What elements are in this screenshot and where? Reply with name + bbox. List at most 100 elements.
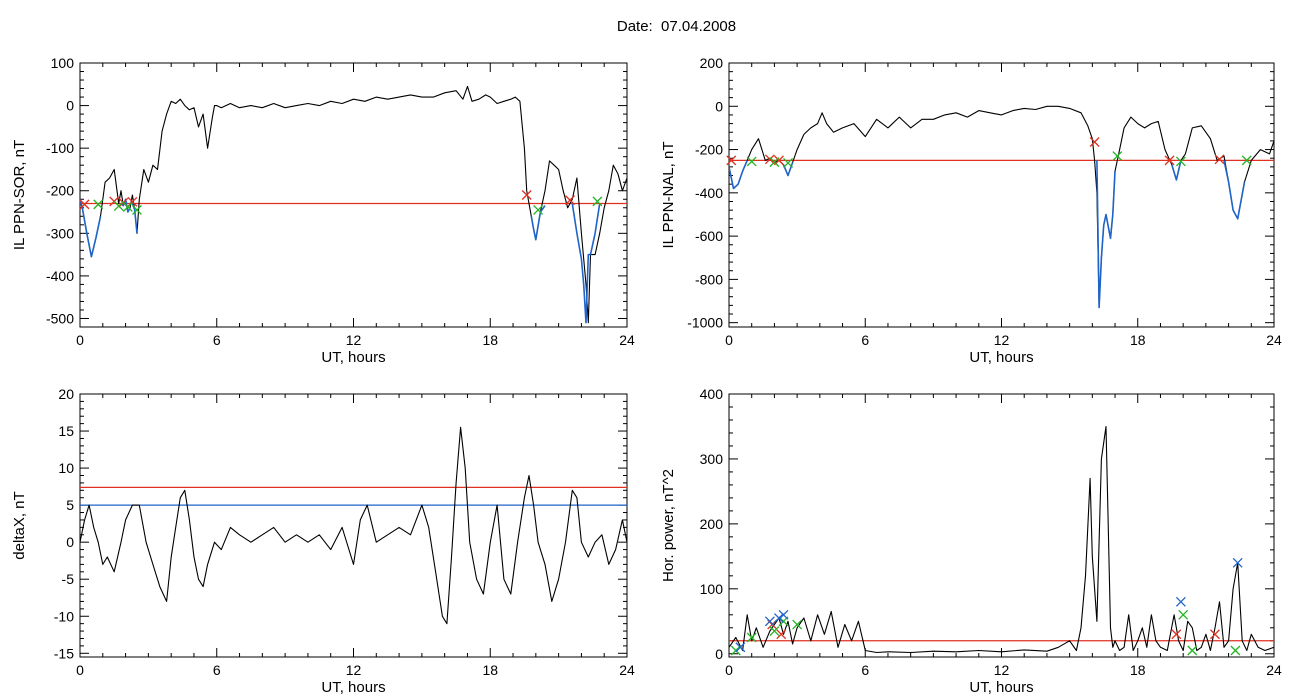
x-tick-label: 0 [76,662,84,678]
green-marker [730,645,741,656]
y-tick-label: 0 [715,98,723,114]
x-tick-label: 12 [346,332,362,348]
plot-data [729,425,1274,654]
y-tick-label: -5 [62,571,75,587]
x-tick-label: 18 [1130,662,1146,678]
highlight-segment [571,203,601,324]
y-tick-label: 400 [700,386,724,402]
highlight-segment [782,162,794,177]
y-tick-label: 15 [58,423,74,439]
green-marker [792,619,803,630]
x-tick-label: 6 [213,332,221,348]
y-tick-label: -15 [54,645,74,661]
red-marker [1214,154,1225,165]
x-tick-label: 12 [346,662,362,678]
y-tick-label: 100 [700,581,724,597]
x-tick-label: 12 [994,332,1010,348]
highlight-segment [729,160,748,190]
green-marker [113,201,124,212]
y-tick-label: -600 [695,228,723,244]
blue-marker [1175,596,1186,607]
y-tick-label: -800 [695,271,723,287]
green-marker [783,158,794,168]
y-tick-label: 5 [66,497,74,513]
panel-2: 0 6 12 18 24 200 0 -200 -400 -600 -800 -1000 UT, hou… [660,55,1282,366]
x-tick-label: 24 [1266,332,1282,348]
red-marker [776,629,787,640]
y-tick-label: 10 [58,460,74,476]
y-tick-label: 300 [700,451,724,467]
blue-marker [1232,557,1243,568]
green-marker [1178,609,1189,620]
y-tick-label: -200 [46,183,74,199]
y-tick-label: -400 [46,268,74,284]
y-tick-label: 0 [66,534,74,550]
series-line [729,105,1274,309]
plot-data [80,426,627,625]
y-tick-label: -100 [46,140,74,156]
red-marker [1171,629,1182,640]
series-line [80,426,627,625]
x-tick-label: 24 [619,332,635,348]
highlight-segment [80,199,102,258]
green-marker [769,626,780,636]
plot-frame [79,393,628,658]
blue-marker [764,616,775,627]
plot-frame [79,62,628,328]
x-tick-label: 0 [76,332,84,348]
x-tick-label: 18 [482,662,498,678]
x-axis-label: UT, hours [969,679,1033,696]
green-marker [1230,645,1241,656]
green-marker [769,157,780,168]
green-marker [1175,156,1186,167]
green-marker [746,156,757,167]
highlight-segment [1223,160,1246,220]
panel-4: 0 6 12 18 24 400 300 200 100 0 UT, hours Hor. power… [660,386,1282,696]
green-marker [93,199,104,210]
y-tick-label: 200 [700,55,724,71]
x-tick-label: 12 [994,662,1010,678]
y-tick-label: -10 [54,608,74,624]
x-tick-label: 6 [861,332,869,348]
green-marker [1112,151,1123,162]
highlight-segment [530,205,546,241]
plot-frame [728,62,1275,328]
x-tick-label: 0 [725,332,733,348]
y-tick-label: -400 [695,185,723,201]
y-tick-label: -300 [46,225,74,241]
y-tick-label: -200 [695,142,723,158]
y-tick-label: 20 [58,386,74,402]
plot-data [729,105,1274,309]
red-marker [764,154,775,165]
y-tick-label: 0 [66,98,74,114]
y-tick-label: 200 [700,516,724,532]
green-marker [122,201,133,212]
red-marker [726,155,737,166]
red-marker [1164,155,1175,166]
y-axis-label: IL PPN-NAL, nT [660,142,677,249]
x-tick-label: 6 [861,662,869,678]
x-tick-label: 24 [1266,662,1282,678]
green-marker [1241,155,1252,166]
green-marker [533,204,544,215]
x-tick-label: 18 [482,332,498,348]
blue-marker [778,609,789,620]
panel-3: 0 6 12 18 24 20 15 10 5 0 -5 -10 -15 UT, hours deltaX,… [11,386,635,696]
y-tick-label: -500 [46,310,74,326]
plot-data [80,85,627,324]
x-axis-label: UT, hours [321,679,385,696]
highlight-segment [1171,160,1182,181]
x-tick-label: 0 [725,662,733,678]
red-marker [565,195,575,206]
red-marker [1089,137,1100,147]
figure-title: Date: 07.04.2008 [616,18,737,35]
x-tick-label: 6 [213,662,221,678]
series-line [729,425,1274,654]
blue-marker [735,642,746,653]
blue-marker [773,613,784,623]
panel-1: 0 6 12 18 24 100 0 -100 -200 -300 -400 -500 UT, hour… [11,55,635,366]
x-tick-label: 24 [619,662,635,678]
x-tick-label: 18 [1130,332,1146,348]
